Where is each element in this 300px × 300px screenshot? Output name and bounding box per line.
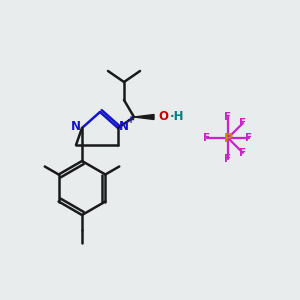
Text: N: N (71, 119, 81, 133)
Text: +: + (127, 115, 135, 125)
Text: P: P (224, 131, 232, 145)
Text: ·H: ·H (170, 110, 184, 124)
Text: F: F (239, 148, 246, 158)
Text: F: F (224, 112, 232, 122)
Text: N: N (119, 119, 129, 133)
Polygon shape (134, 115, 154, 119)
Text: F: F (239, 118, 246, 128)
Text: F: F (224, 154, 232, 164)
Text: O: O (158, 110, 168, 124)
Text: F: F (245, 133, 253, 143)
Text: F: F (203, 133, 211, 143)
